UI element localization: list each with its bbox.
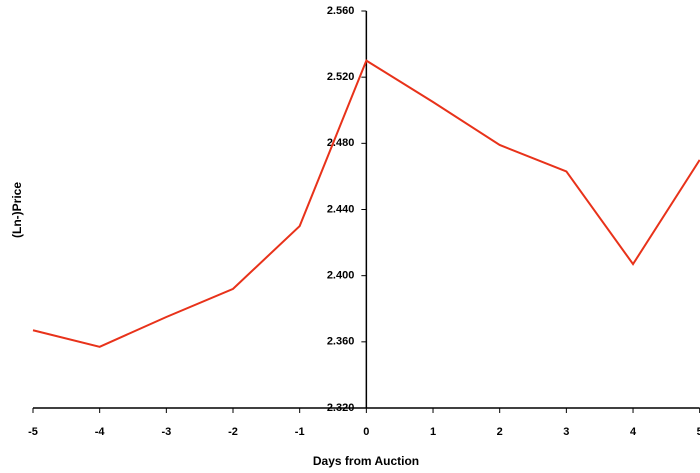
y-tick-label: 2.320 (327, 402, 355, 414)
y-tick-label: 2.560 (327, 5, 355, 17)
y-tick-label: 2.440 (327, 203, 355, 215)
x-axis-title: Days from Auction (313, 454, 419, 468)
x-tick-label: -5 (28, 426, 38, 438)
x-tick-label: 4 (630, 426, 637, 438)
data-line (32, 59, 700, 348)
y-tick-label: 2.520 (327, 71, 355, 83)
x-tick-label: -3 (161, 426, 171, 438)
x-tick-label: 1 (430, 426, 436, 438)
x-tick-label: 2 (497, 426, 503, 438)
x-tick-label: 0 (363, 426, 369, 438)
y-tick-label: 2.400 (327, 270, 355, 282)
x-tick-label: 5 (697, 426, 700, 438)
y-tick-label: 2.360 (327, 336, 355, 348)
x-tick-label: -1 (295, 426, 305, 438)
y-axis-title: (Ln-)Price (10, 182, 24, 238)
x-tick-label: -4 (95, 426, 106, 438)
x-tick-label: 3 (563, 426, 569, 438)
x-tick-label: -2 (228, 426, 238, 438)
